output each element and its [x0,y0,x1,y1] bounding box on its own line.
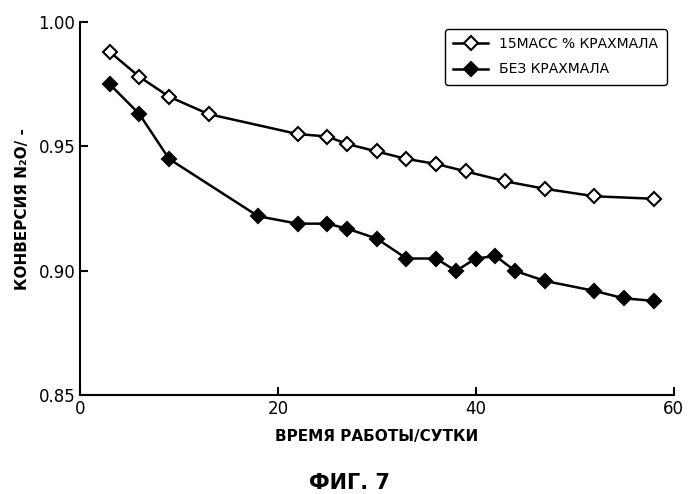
Legend: 15МАСС % КРАХМАЛА, БЕЗ КРАХМАЛА: 15МАСС % КРАХМАЛА, БЕЗ КРАХМАЛА [445,29,667,85]
X-axis label: ВРЕМЯ РАБОТЫ/СУТКИ: ВРЕМЯ РАБОТЫ/СУТКИ [275,429,478,445]
Y-axis label: КОНВЕРСИЯ N₂O/ -: КОНВЕРСИЯ N₂O/ - [15,128,30,289]
Text: ФИГ. 7: ФИГ. 7 [309,473,390,493]
